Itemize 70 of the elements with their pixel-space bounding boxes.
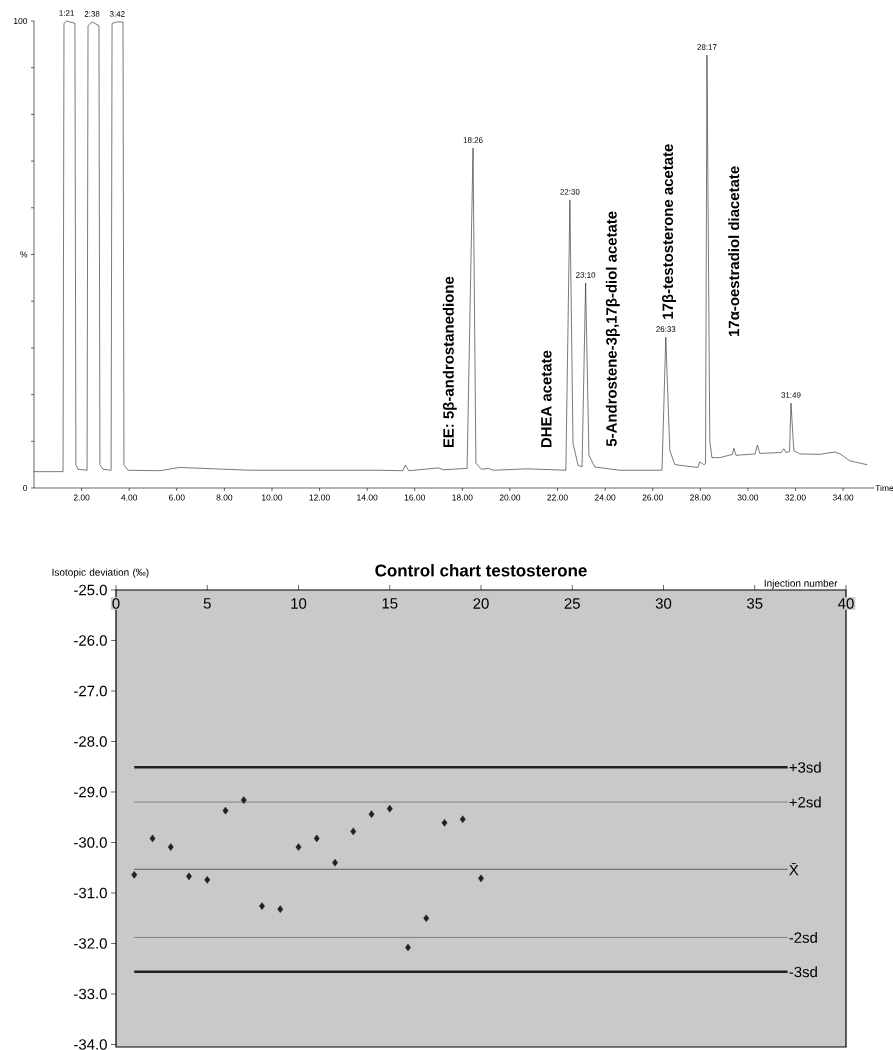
point <box>423 914 430 923</box>
point <box>350 827 357 836</box>
point <box>259 902 265 910</box>
x-tick-label: 16.00 <box>404 494 425 501</box>
annotation: EE: 5β-androstanedione <box>442 276 457 448</box>
x-tick-label: 32.00 <box>785 494 806 501</box>
x-tick-label: 5 <box>203 598 211 609</box>
point <box>313 834 320 843</box>
x-tick-label: 20.00 <box>499 494 521 501</box>
x-tick-label: 25 <box>564 598 580 609</box>
y-axis-title: Isotopic deviation (‰) <box>52 568 149 578</box>
y-tick-label: 100 <box>13 18 28 24</box>
line-series <box>33 20 868 472</box>
x-tick-label: 0 <box>112 598 120 609</box>
point <box>277 905 284 913</box>
x-tick-label: 22.00 <box>547 494 568 501</box>
y-tick-label: -28.0 <box>74 736 107 747</box>
y-tick-label: -27.0 <box>74 685 107 697</box>
x-tick-label: 34.00 <box>832 494 854 501</box>
annotation: 5-Androstene-3β,17β-diol acetate <box>605 211 620 447</box>
annotation: 17β-testosterone acetate <box>662 144 677 319</box>
x-tick-label: 35 <box>747 598 763 609</box>
annotation: 17α-oestradiol diacetate <box>728 166 740 337</box>
point <box>441 818 448 827</box>
x-tick-label: 28.00 <box>690 494 711 501</box>
y-tick-label: -32.0 <box>74 938 107 949</box>
point <box>240 796 247 804</box>
point <box>131 871 138 879</box>
x-tick-label: 10.00 <box>262 494 283 501</box>
x-tick-label: 40 <box>838 598 854 609</box>
x-tick-label: 24.00 <box>594 494 616 501</box>
x-tick-label: 8.00 <box>216 494 233 501</box>
x-axis-title: Time <box>875 484 893 492</box>
ref-line-label: X̄ <box>789 863 799 876</box>
x-tick-label: 6.00 <box>168 494 185 501</box>
x-tick-label: 18.00 <box>452 494 473 501</box>
annotation: DHEA acetate <box>541 350 552 448</box>
y-tick-label: -31.0 <box>74 887 107 899</box>
point <box>149 834 156 843</box>
x-tick-label: 2.00 <box>73 494 90 501</box>
point <box>167 843 174 851</box>
ref-line-label: +3sd <box>789 761 821 773</box>
x-tick-label: 14.00 <box>357 494 378 501</box>
ref-line-label: +2sd <box>789 796 821 808</box>
chart-title: Control chart testosterone <box>375 564 587 577</box>
x-tick-label: 12.00 <box>309 494 330 501</box>
y-tick-label: % <box>20 251 28 258</box>
x-tick-label: 10 <box>291 598 307 609</box>
y-tick-label: -30.0 <box>74 837 107 848</box>
x-tick-label: 15 <box>382 598 398 609</box>
y-tick-label: -29.0 <box>74 786 107 798</box>
x-tick-label: 26.00 <box>642 494 663 501</box>
y-tick-label: -26.0 <box>74 635 107 646</box>
x-axis-title: Injection number <box>764 579 838 589</box>
x-tick-label: 30.00 <box>737 494 759 501</box>
y-tick-label: -34.0 <box>74 1039 107 1050</box>
x-tick-label: 30 <box>655 598 672 609</box>
point <box>459 815 466 824</box>
ref-line-label: -2sd <box>789 931 817 943</box>
ref-line-label: -3sd <box>789 966 817 978</box>
point <box>386 804 393 813</box>
y-tick-label: 0 <box>23 485 28 491</box>
point <box>368 810 375 818</box>
y-tick-label: -25.0 <box>74 584 107 596</box>
y-tick-label: -33.0 <box>74 988 107 1000</box>
x-tick-label: 4.00 <box>121 494 138 501</box>
point <box>295 843 302 851</box>
point <box>204 876 211 884</box>
x-tick-label: 20 <box>473 598 489 609</box>
point <box>222 806 229 815</box>
